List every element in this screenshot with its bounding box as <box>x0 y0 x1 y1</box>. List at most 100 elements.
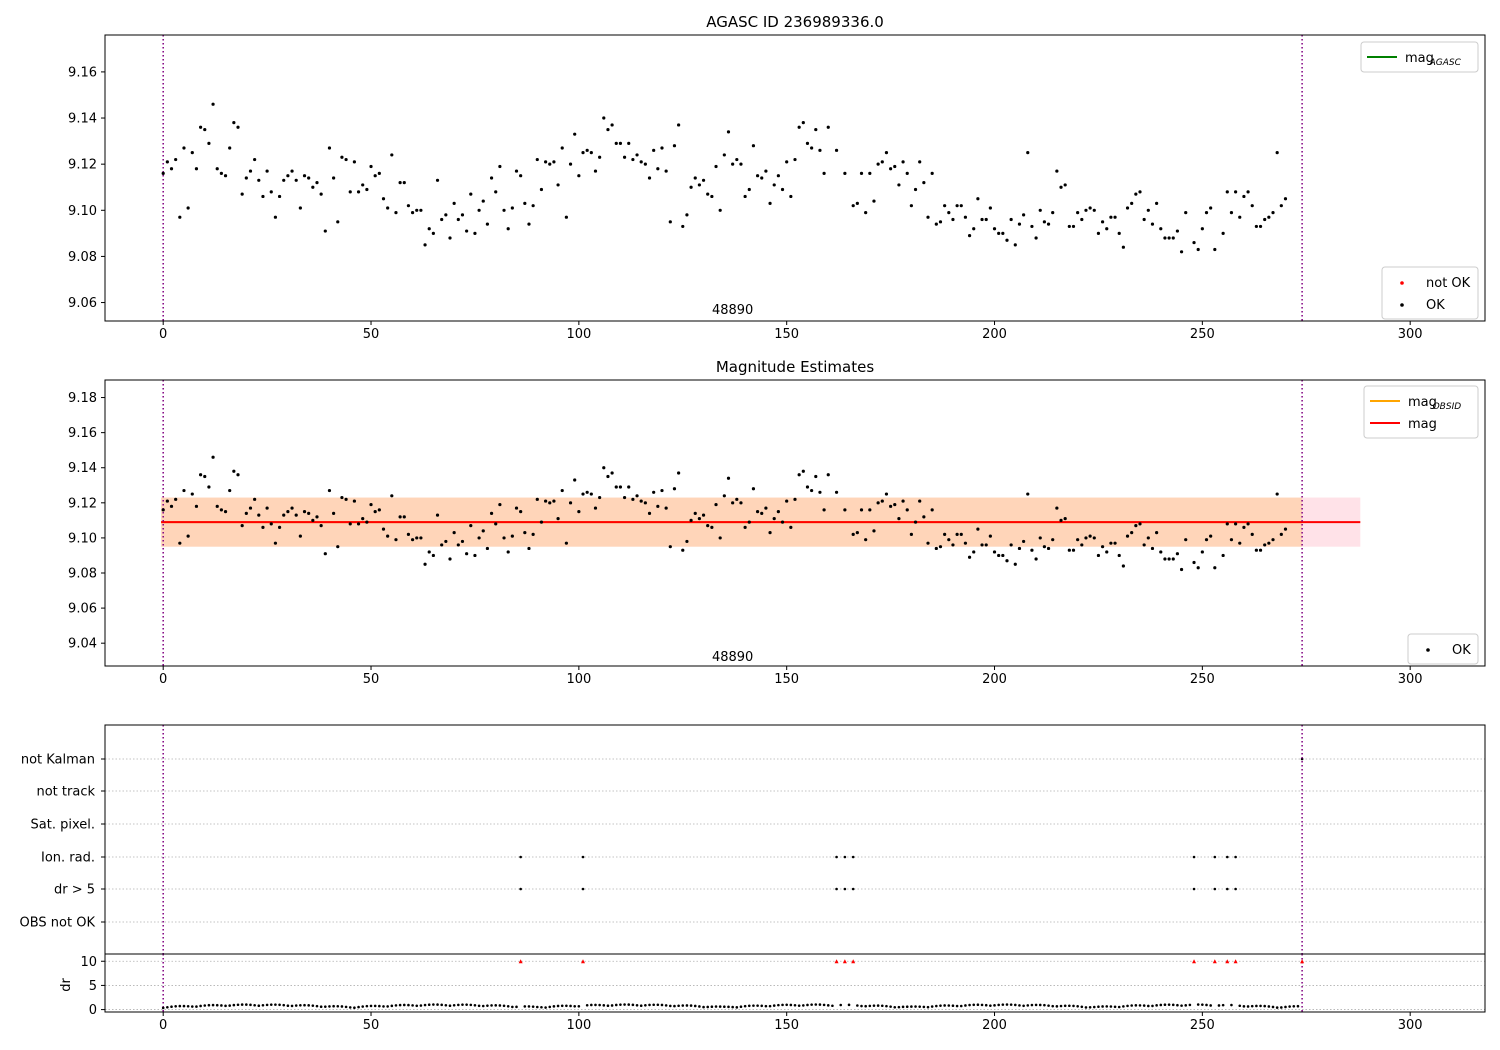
dr-point <box>436 1003 439 1006</box>
dr-point <box>278 1003 281 1007</box>
data-point <box>1067 224 1071 229</box>
legend-label: mag <box>1405 51 1434 66</box>
data-point <box>980 543 984 547</box>
dr-point <box>831 1004 834 1008</box>
dr-point <box>511 1005 514 1009</box>
data-point <box>1142 217 1146 222</box>
dr-point <box>531 1005 535 1008</box>
data-point <box>810 146 814 150</box>
dr-point <box>240 1003 244 1006</box>
data-point <box>323 552 327 556</box>
data-point <box>1146 208 1150 212</box>
data-point <box>743 525 747 529</box>
data-point <box>1038 208 1042 212</box>
data-point <box>681 548 685 552</box>
data-point <box>444 213 448 217</box>
dr-point <box>910 1005 913 1008</box>
dr-point <box>249 1003 252 1007</box>
flag-row-label: Ion. rad. <box>41 851 95 866</box>
dr-point <box>378 1004 381 1008</box>
data-point <box>1221 553 1225 558</box>
data-point <box>992 227 997 231</box>
data-point <box>1134 524 1138 528</box>
dr-point <box>627 1003 631 1006</box>
dr-point <box>914 1005 917 1008</box>
dr-point <box>793 1003 797 1007</box>
dr-point <box>523 1005 527 1008</box>
dr-point <box>577 1004 581 1008</box>
data-point <box>535 497 539 501</box>
data-point <box>552 499 556 503</box>
data-point <box>203 474 207 479</box>
dr-point <box>211 1003 215 1007</box>
data-point <box>1267 541 1271 545</box>
dr-point <box>324 1005 327 1008</box>
y-tick-label: 9.08 <box>68 250 97 265</box>
data-point <box>606 474 610 479</box>
data-point <box>656 504 660 508</box>
axes-frame <box>104 34 1486 322</box>
data-point <box>585 490 589 494</box>
data-point <box>747 187 751 192</box>
data-point <box>302 174 307 178</box>
data-point <box>1175 552 1180 556</box>
chart-title: AGASC ID 236989336.0 <box>706 13 884 31</box>
dr-point <box>1292 1004 1296 1008</box>
dr-point <box>477 1004 481 1008</box>
data-point <box>178 215 182 219</box>
dr-outlier-marker <box>518 959 523 964</box>
data-point <box>972 227 976 231</box>
data-point <box>622 495 627 500</box>
flag-row-label: OBS not OK <box>20 916 96 931</box>
data-point <box>1138 522 1142 526</box>
dr-point <box>802 1004 805 1007</box>
data-point <box>435 513 440 517</box>
dr-point <box>968 1003 971 1007</box>
data-point <box>315 515 319 519</box>
data-point <box>731 501 735 505</box>
dr-point <box>506 1004 510 1008</box>
data-point <box>348 190 352 194</box>
data-point <box>685 539 689 544</box>
axes-frame <box>104 379 1486 667</box>
data-point <box>282 513 286 517</box>
flag-row-label: dr > 5 <box>54 883 95 898</box>
dr-point <box>444 1003 448 1007</box>
data-point <box>344 497 348 501</box>
flag-point <box>851 855 855 859</box>
dr-point <box>698 1005 701 1008</box>
y-tick-label: 0 <box>89 1003 97 1018</box>
data-point <box>1005 559 1009 563</box>
data-point <box>182 488 186 493</box>
data-point <box>1163 236 1167 240</box>
dr-point <box>419 1004 423 1007</box>
legend-label: OK <box>1426 298 1445 313</box>
dr-points <box>161 1003 1300 1010</box>
y-tick-label: 9.04 <box>68 637 97 652</box>
dr-point <box>457 1003 460 1007</box>
dr-point <box>747 1004 751 1008</box>
dr-point <box>1159 1003 1163 1007</box>
flag-row-label: not Kalman <box>21 753 95 768</box>
data-point <box>1046 546 1051 551</box>
data-point <box>248 169 253 173</box>
dr-point <box>498 1004 502 1007</box>
data-point <box>602 116 606 120</box>
flag-point <box>843 855 847 859</box>
data-point <box>1254 224 1258 229</box>
data-point <box>672 487 677 491</box>
dr-point <box>494 1004 498 1007</box>
data-point <box>361 183 365 187</box>
data-point <box>327 488 332 493</box>
data-point <box>631 157 635 162</box>
data-point <box>780 187 785 192</box>
data-point <box>710 194 714 199</box>
data-point <box>415 208 419 212</box>
dr-point <box>274 1003 277 1006</box>
data-point <box>386 534 390 538</box>
data-point <box>801 121 805 125</box>
ok-points <box>161 455 1288 572</box>
dr-point <box>631 1003 635 1007</box>
data-point <box>610 123 614 127</box>
dr-point <box>1180 1004 1183 1007</box>
